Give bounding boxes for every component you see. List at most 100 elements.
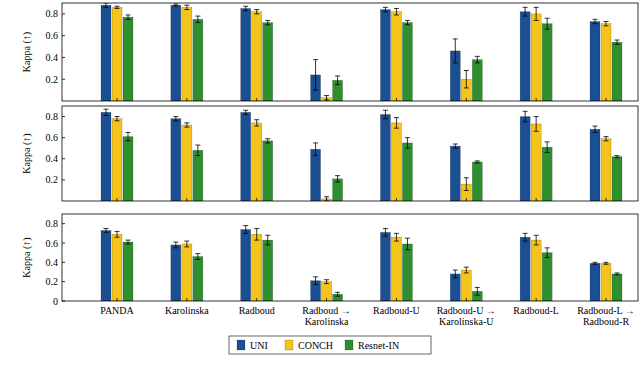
- error-bar: [453, 39, 458, 63]
- x-tick: [326, 198, 327, 201]
- bar: [612, 274, 622, 301]
- x-tick: [117, 198, 118, 201]
- legend-label: Resnet-IN: [358, 340, 399, 351]
- error-bar: [593, 19, 598, 23]
- plot-frame: [62, 214, 638, 301]
- error-bar: [173, 242, 178, 248]
- bar: [311, 149, 321, 201]
- y-tick: [62, 262, 65, 263]
- y-tick-label: 0.4: [46, 257, 59, 268]
- bar: [380, 232, 390, 301]
- x-tick: [606, 98, 607, 101]
- bar: [252, 12, 262, 101]
- bar: [171, 119, 181, 201]
- x-tick-label: Radboud-U →Karolinska-U: [437, 305, 496, 327]
- x-tick: [117, 298, 118, 301]
- y-tick-label: 0.2: [46, 174, 59, 185]
- plot-frame: [62, 3, 638, 101]
- bar: [590, 129, 600, 201]
- bar: [241, 112, 251, 201]
- error-bar: [545, 248, 550, 258]
- error-bar: [405, 138, 410, 149]
- error-bar: [195, 16, 200, 23]
- bar: [333, 179, 343, 201]
- y-tick: [62, 179, 65, 180]
- y-tick-label: 0: [53, 296, 58, 307]
- error-bar: [534, 117, 539, 132]
- bar: [252, 234, 262, 301]
- legend: UNICONCHResnet-IN: [229, 336, 431, 354]
- plot-frame: [62, 106, 638, 201]
- error-bar: [335, 292, 340, 296]
- error-bar: [615, 40, 620, 44]
- x-tick: [186, 198, 187, 201]
- bar: [123, 137, 133, 201]
- bar: [402, 23, 412, 101]
- y-axis-label: Kappa (↑): [21, 133, 33, 173]
- bar: [112, 119, 122, 201]
- error-bar: [534, 7, 539, 20]
- error-bar: [523, 7, 528, 16]
- error-bar: [126, 132, 131, 140]
- bar: [391, 237, 401, 301]
- bar: [542, 253, 552, 301]
- error-bar: [313, 143, 318, 156]
- error-bar: [604, 137, 609, 141]
- error-bar: [545, 18, 550, 29]
- error-bar: [604, 262, 609, 264]
- error-bar: [405, 238, 410, 250]
- error-bar: [335, 76, 340, 85]
- x-tick: [536, 198, 537, 201]
- bar: [112, 234, 122, 301]
- error-bar: [464, 178, 469, 191]
- error-bar: [243, 226, 248, 234]
- bar: [112, 7, 122, 101]
- bar: [402, 244, 412, 301]
- y-axis-label: Kappa (↑): [21, 237, 33, 277]
- y-tick: [62, 57, 65, 58]
- error-bar: [593, 262, 598, 264]
- error-bar: [615, 273, 620, 275]
- bar: [193, 257, 203, 301]
- bar: [101, 230, 111, 301]
- y-tick-label: 0.8: [46, 8, 59, 19]
- error-bar: [545, 142, 550, 153]
- bar: [590, 22, 600, 101]
- error-bar: [475, 287, 480, 295]
- error-bar: [464, 267, 469, 273]
- error-bar: [104, 3, 109, 7]
- bar: [171, 5, 181, 101]
- bar: [601, 263, 611, 301]
- error-bar: [475, 161, 480, 163]
- y-tick: [62, 281, 65, 282]
- y-tick-label: 0.6: [46, 238, 59, 249]
- bar: [101, 112, 111, 201]
- x-tick-label: Radboud-L: [513, 305, 559, 316]
- x-tick: [396, 98, 397, 101]
- legend-swatch: [285, 340, 293, 350]
- bar: [322, 282, 332, 301]
- bar: [601, 139, 611, 201]
- y-tick: [62, 137, 65, 138]
- x-tick-label: Radboud-L →Radboud-R: [577, 305, 635, 327]
- bar: [193, 150, 203, 201]
- y-tick: [62, 116, 65, 117]
- legend-box: [229, 336, 431, 354]
- error-bar: [184, 123, 189, 127]
- bar: [402, 143, 412, 201]
- bar: [520, 117, 530, 201]
- y-tick: [62, 301, 65, 302]
- bar: [182, 7, 192, 101]
- legend-swatch: [345, 340, 353, 350]
- figure: 0.20.40.60.8Kappa (↑)0.20.40.60.8Kappa (…: [0, 0, 640, 367]
- x-tick: [536, 98, 537, 101]
- bar: [263, 23, 273, 101]
- error-bar: [405, 20, 410, 24]
- bar: [241, 229, 251, 301]
- error-bar: [394, 118, 399, 129]
- error-bar: [324, 280, 329, 284]
- error-bar: [243, 110, 248, 114]
- error-bar: [184, 241, 189, 247]
- error-bar: [265, 20, 270, 24]
- error-bar: [115, 231, 120, 237]
